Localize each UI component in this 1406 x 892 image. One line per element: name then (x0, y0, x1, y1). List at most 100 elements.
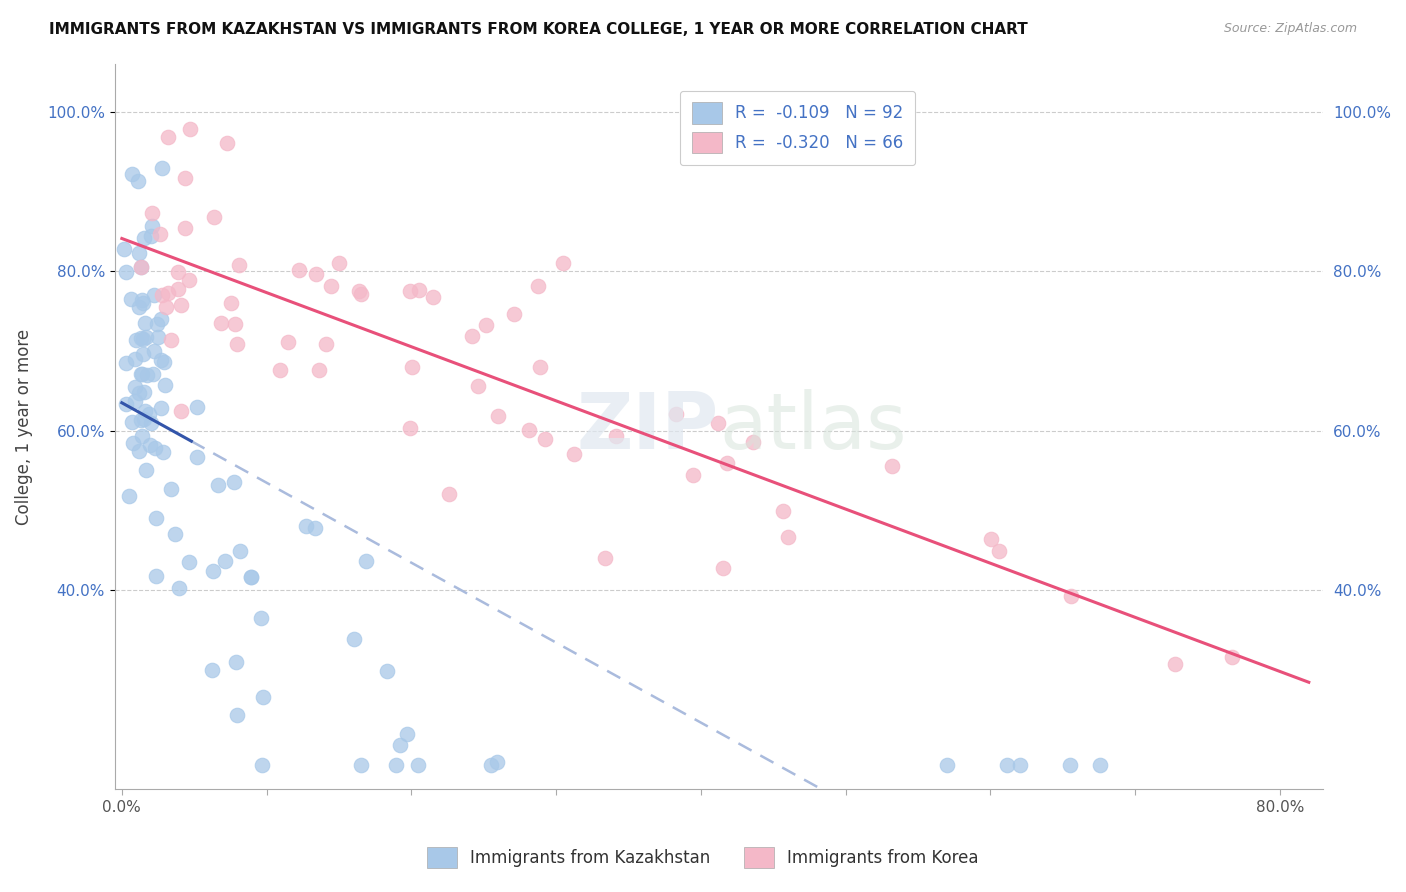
Point (605, 428, 627, 442)
Point (277, 335, 299, 350)
Point (388, 738, 411, 752)
Point (305, 267, 328, 281)
Point (224, 317, 246, 331)
Point (139, 438, 162, 452)
Point (399, 420, 422, 434)
Point (120, 292, 142, 306)
Point (562, 446, 585, 460)
Point (174, 170, 197, 185)
Point (173, 221, 195, 235)
Point (128, 386, 150, 401)
Point (207, 478, 229, 492)
Point (347, 284, 370, 298)
Point (132, 332, 155, 346)
Point (665, 407, 688, 421)
Point (142, 288, 165, 302)
Point (131, 368, 153, 382)
Point (186, 400, 208, 414)
Point (1059, 758, 1081, 772)
Point (304, 521, 326, 535)
Point (127, 174, 149, 188)
Point (134, 230, 156, 244)
Point (115, 396, 138, 410)
Point (148, 330, 170, 344)
Point (385, 758, 408, 772)
Point (239, 569, 262, 583)
Point (145, 511, 167, 525)
Point (486, 755, 509, 769)
Point (224, 475, 246, 490)
Point (186, 450, 208, 464)
Point (135, 463, 157, 477)
Point (170, 404, 193, 418)
Point (129, 330, 152, 344)
Point (125, 333, 148, 347)
Point (308, 363, 330, 377)
Point (882, 458, 904, 473)
Point (437, 487, 460, 501)
Point (122, 435, 145, 450)
Point (467, 378, 489, 392)
Point (328, 255, 350, 269)
Point (152, 445, 174, 459)
Point (134, 316, 156, 330)
Point (155, 300, 177, 314)
Point (145, 568, 167, 582)
Point (179, 121, 201, 136)
Point (138, 408, 160, 422)
Point (159, 482, 181, 496)
Point (139, 417, 162, 431)
Point (526, 278, 548, 293)
Point (319, 279, 342, 293)
Point (121, 415, 143, 429)
Point (250, 611, 273, 625)
Point (503, 307, 526, 321)
Point (225, 655, 247, 669)
Point (177, 273, 200, 287)
Point (136, 368, 159, 382)
Point (551, 256, 574, 270)
Point (121, 167, 143, 181)
Point (124, 393, 146, 408)
Point (204, 210, 226, 224)
Point (150, 161, 173, 175)
Point (935, 758, 957, 772)
Point (157, 129, 180, 144)
Point (406, 758, 429, 772)
Point (401, 360, 423, 375)
Point (167, 581, 190, 595)
Point (163, 526, 186, 541)
Point (131, 296, 153, 310)
Point (131, 429, 153, 443)
Point (349, 758, 371, 772)
Point (129, 260, 152, 274)
Text: atlas: atlas (718, 389, 907, 465)
Point (146, 317, 169, 331)
Point (225, 337, 247, 351)
Point (219, 296, 242, 310)
Point (682, 467, 704, 482)
Point (134, 385, 156, 400)
Point (475, 318, 498, 333)
Point (132, 346, 155, 360)
Point (128, 300, 150, 314)
Point (115, 356, 138, 370)
Text: ZIP: ZIP (576, 389, 718, 465)
Point (226, 708, 249, 723)
Point (170, 297, 193, 311)
Point (517, 423, 540, 437)
Point (128, 246, 150, 260)
Point (315, 337, 337, 351)
Point (529, 360, 551, 375)
Point (143, 442, 166, 456)
Point (375, 664, 398, 678)
Point (980, 533, 1002, 547)
Point (716, 457, 738, 471)
Point (229, 544, 252, 558)
Point (124, 380, 146, 394)
Point (150, 312, 173, 326)
Point (135, 329, 157, 343)
Point (167, 282, 190, 296)
Point (209, 316, 232, 330)
Point (129, 413, 152, 427)
